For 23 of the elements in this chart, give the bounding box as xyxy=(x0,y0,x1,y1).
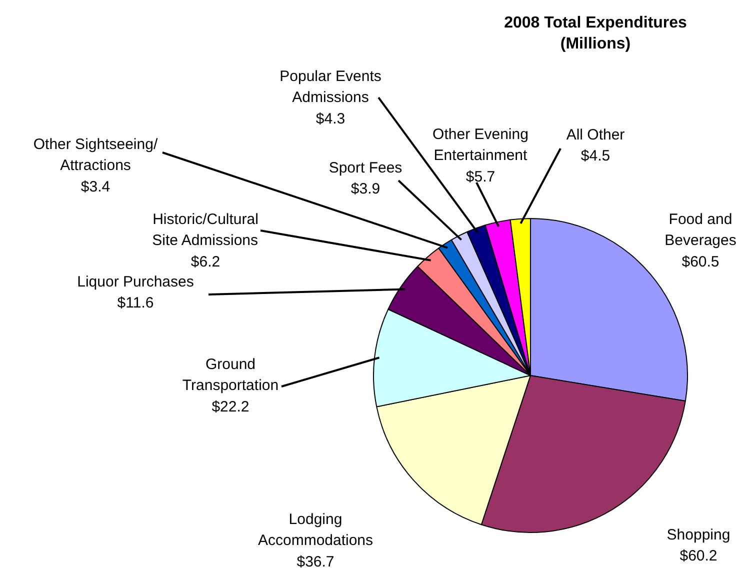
data-label: $4.5 xyxy=(580,148,610,165)
data-label: $11.6 xyxy=(117,294,154,312)
slice-label: Ground Transportation xyxy=(182,356,279,394)
data-label: $36.7 xyxy=(296,553,334,570)
slice-label: Food and Beverages xyxy=(664,210,736,249)
data-label: $3.4 xyxy=(80,178,110,196)
data-label: $60.5 xyxy=(682,253,720,270)
slice-label: All Other xyxy=(566,126,625,144)
data-label: $22.2 xyxy=(212,398,250,416)
slice-label: Sport Fees xyxy=(328,159,402,176)
data-label: $5.7 xyxy=(466,168,496,186)
slice-label: Popular Events Admissions xyxy=(280,68,382,106)
slice-label: Other Sightseeing/ Attractions xyxy=(33,136,158,174)
chart-title: 2008 Total Expenditures (Millions) xyxy=(504,14,688,53)
slice-label: Other Evening Entertainment xyxy=(432,126,528,164)
slice-label: Liquor Purchases xyxy=(77,273,194,290)
data-label: $60.2 xyxy=(680,548,718,565)
data-label: $4.3 xyxy=(316,110,346,128)
data-label: $3.9 xyxy=(350,180,380,198)
slice-label: Lodging Accommodations xyxy=(258,510,374,549)
slice-label: Shopping xyxy=(666,526,730,544)
data-label: $6.2 xyxy=(190,253,220,270)
slice-label: Historic/Cultural Site Admissions xyxy=(152,210,258,249)
